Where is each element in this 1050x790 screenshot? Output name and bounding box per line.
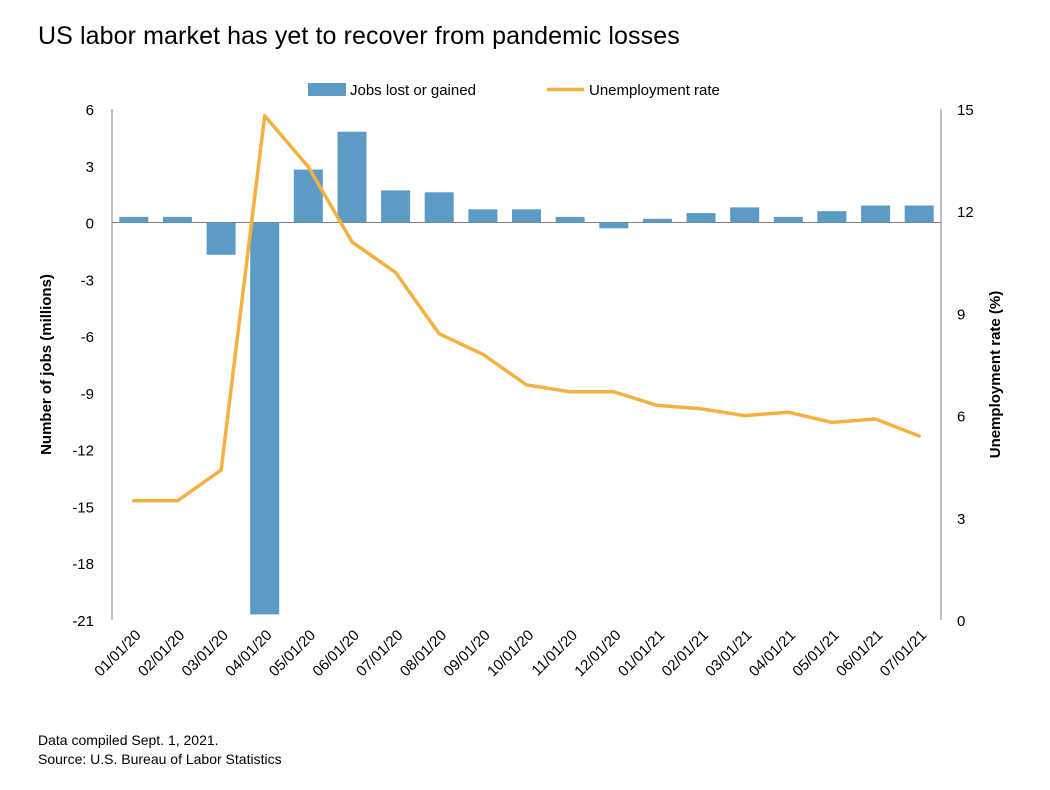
- x-tick-label: 05/01/21: [789, 627, 842, 680]
- right-tick-label: 9: [957, 306, 965, 323]
- x-tick-label: 06/01/20: [309, 627, 362, 680]
- x-tick-label: 02/01/21: [659, 627, 712, 680]
- x-tick-label: 12/01/20: [571, 627, 624, 680]
- right-tick-label: 3: [957, 511, 965, 528]
- left-tick-label: 6: [86, 102, 94, 119]
- left-tick-label: -21: [72, 613, 94, 630]
- x-tick-label: 11/01/20: [528, 627, 581, 680]
- bar: [730, 207, 760, 223]
- bar: [293, 169, 323, 223]
- x-tick-label: 07/01/20: [353, 627, 406, 680]
- x-tick-label: 07/01/21: [877, 627, 930, 680]
- right-tick-label: 0: [957, 613, 965, 630]
- legend-swatch-bars: [308, 83, 346, 96]
- chart-title: US labor market has yet to recover from …: [38, 22, 680, 50]
- left-tick-label: -12: [72, 443, 94, 460]
- x-tick-label: 04/01/20: [222, 627, 275, 680]
- bar-series: [119, 131, 934, 615]
- legend-label-bars: Jobs lost or gained: [350, 82, 476, 99]
- bar: [861, 205, 891, 223]
- right-tick-label: 6: [957, 409, 965, 426]
- x-tick-label: 02/01/20: [135, 627, 188, 680]
- bar: [599, 222, 629, 229]
- bar: [555, 216, 585, 223]
- bar: [468, 209, 498, 223]
- right-tick-label: 12: [957, 204, 974, 221]
- left-tick-label: -6: [81, 329, 94, 346]
- bar: [337, 131, 367, 223]
- bar: [119, 216, 149, 223]
- left-tick-label: 3: [86, 159, 94, 176]
- x-tick-label: 01/01/20: [91, 627, 144, 680]
- right-axis-title: Unemployment rate (%): [987, 291, 1004, 459]
- line-series: [132, 114, 921, 503]
- x-tick-label: 01/01/21: [615, 627, 668, 680]
- bar: [904, 205, 934, 223]
- left-axis-ticks: 6 3 0 -3 -6 -9 -12 -15 -18 -21: [72, 102, 94, 630]
- left-tick-label: -15: [72, 499, 94, 516]
- left-axis-title: Number of jobs (millions): [38, 274, 55, 455]
- x-tick-label: 04/01/21: [746, 627, 799, 680]
- bar: [817, 211, 847, 223]
- x-tick-label: 05/01/20: [266, 627, 319, 680]
- x-tick-label: 10/01/20: [484, 627, 537, 680]
- x-axis-labels: 01/01/2002/01/2003/01/2004/01/2005/01/20…: [91, 627, 930, 680]
- axes: Number of jobs (millions) Unemployment ra…: [38, 109, 1004, 620]
- left-tick-label: -18: [72, 556, 94, 573]
- bar: [773, 216, 803, 223]
- left-tick-label: -3: [81, 272, 94, 289]
- bar: [206, 222, 236, 255]
- bar: [424, 192, 454, 223]
- bar: [381, 190, 411, 223]
- bar: [686, 213, 716, 223]
- footnote-compiled: Data compiled Sept. 1, 2021.: [38, 732, 219, 748]
- right-tick-label: 15: [957, 102, 974, 119]
- legend-label-line: Unemployment rate: [589, 82, 720, 99]
- bar: [512, 209, 541, 223]
- x-tick-label: 09/01/20: [440, 627, 493, 680]
- x-tick-label: 03/01/21: [702, 627, 755, 680]
- x-tick-label: 06/01/21: [833, 627, 886, 680]
- bar: [250, 222, 280, 615]
- legend: Jobs lost or gained Unemployment rate: [308, 82, 720, 99]
- left-tick-label: 0: [86, 216, 94, 233]
- x-tick-label: 03/01/20: [179, 627, 232, 680]
- right-axis-ticks: 15 12 9 6 3 0: [957, 102, 974, 630]
- unemployment-line: [132, 114, 921, 503]
- bar: [162, 216, 192, 223]
- bar: [642, 218, 672, 223]
- x-tick-label: 08/01/20: [397, 627, 450, 680]
- left-tick-label: -9: [81, 386, 94, 403]
- footnote-source: Source: U.S. Bureau of Labor Statistics: [38, 751, 282, 767]
